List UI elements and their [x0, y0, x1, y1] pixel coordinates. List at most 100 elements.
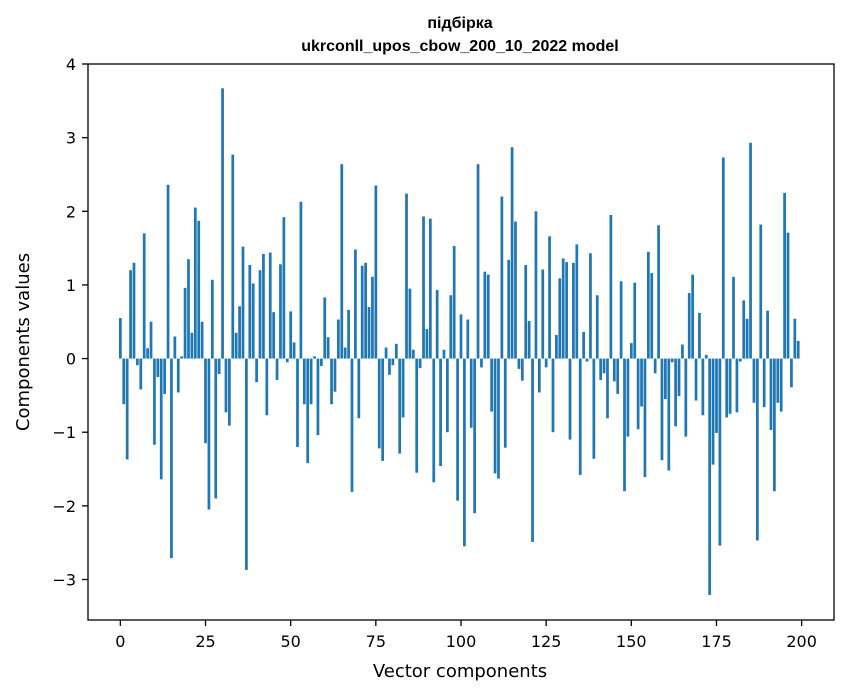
bar — [790, 358, 793, 388]
bar — [265, 358, 269, 416]
bar — [473, 358, 476, 514]
bar — [619, 281, 623, 359]
bar — [418, 358, 422, 369]
bar — [408, 288, 412, 359]
y-tick-label: 0 — [66, 350, 76, 369]
bar — [483, 271, 487, 359]
bar — [371, 276, 374, 359]
bar — [411, 349, 415, 359]
bar — [207, 358, 211, 510]
bar — [221, 88, 224, 359]
x-tick-label: 100 — [446, 632, 477, 651]
bar — [592, 358, 596, 459]
bar — [643, 358, 647, 478]
bar — [626, 358, 630, 437]
bar — [391, 358, 395, 366]
x-axis-ticks: 0 25 50 75 100 125 150 175 200 — [115, 620, 817, 651]
bar — [248, 265, 252, 359]
bar — [691, 274, 694, 359]
bar — [234, 332, 238, 359]
bar — [629, 343, 633, 359]
x-tick-label: 150 — [616, 632, 647, 651]
bar — [633, 282, 637, 359]
bar — [292, 342, 296, 359]
bar — [469, 358, 473, 428]
bar — [796, 340, 800, 359]
bar — [258, 270, 262, 359]
bar — [398, 358, 402, 454]
x-tick-label: 75 — [366, 632, 386, 651]
bar — [623, 358, 626, 492]
bar — [251, 283, 255, 359]
bar — [762, 358, 766, 408]
bar — [755, 358, 759, 541]
bar — [217, 358, 221, 375]
bar — [463, 358, 466, 547]
bar — [425, 329, 429, 359]
bar — [612, 358, 616, 382]
bar — [176, 358, 180, 393]
bar — [660, 358, 664, 461]
bar — [159, 358, 163, 480]
bar — [272, 312, 276, 359]
bar — [214, 358, 218, 499]
bar — [296, 358, 299, 447]
bar — [333, 358, 337, 392]
bar — [786, 232, 790, 359]
bar — [330, 358, 333, 405]
y-axis-ticks: −3 −2 −1 0 1 2 3 4 — [52, 55, 88, 589]
bar — [166, 184, 170, 359]
bar — [319, 358, 323, 366]
bar — [374, 185, 378, 359]
bar — [609, 214, 613, 359]
bar — [561, 258, 565, 359]
bar — [708, 358, 712, 595]
bar — [667, 358, 671, 471]
bar — [568, 358, 572, 440]
bar — [701, 358, 705, 416]
bar — [585, 358, 589, 362]
bar — [456, 358, 459, 501]
bar — [544, 358, 548, 368]
bar — [347, 309, 350, 359]
y-axis-label: Components values — [13, 253, 34, 431]
bar — [190, 332, 194, 359]
bar — [316, 358, 320, 436]
bar — [677, 358, 681, 397]
bar — [616, 358, 620, 394]
bar — [282, 217, 286, 359]
x-tick-label: 0 — [115, 632, 125, 651]
bar — [224, 358, 228, 413]
bar — [636, 358, 640, 430]
bar — [742, 300, 746, 359]
bar — [255, 358, 258, 383]
y-tick-label: 3 — [66, 129, 76, 148]
bar — [766, 310, 769, 359]
plot-frame — [87, 63, 835, 621]
bar — [119, 318, 122, 359]
bar — [228, 358, 231, 426]
bar — [466, 319, 470, 359]
bar — [646, 251, 650, 359]
y-tick-label: −1 — [52, 423, 76, 442]
bar — [377, 358, 381, 449]
bar — [674, 358, 677, 427]
bar — [432, 358, 436, 483]
bar — [738, 358, 742, 362]
bar — [602, 358, 606, 374]
bar — [718, 358, 722, 546]
bar — [745, 318, 749, 359]
bar — [245, 358, 248, 570]
bar — [439, 358, 442, 467]
bar — [299, 201, 303, 359]
bar — [279, 264, 282, 359]
bar — [231, 154, 235, 359]
bar — [289, 311, 293, 359]
bar — [394, 343, 398, 359]
bar — [524, 265, 528, 359]
bar — [367, 307, 371, 359]
bar — [749, 142, 752, 359]
bar — [520, 358, 524, 381]
bar — [531, 358, 534, 542]
